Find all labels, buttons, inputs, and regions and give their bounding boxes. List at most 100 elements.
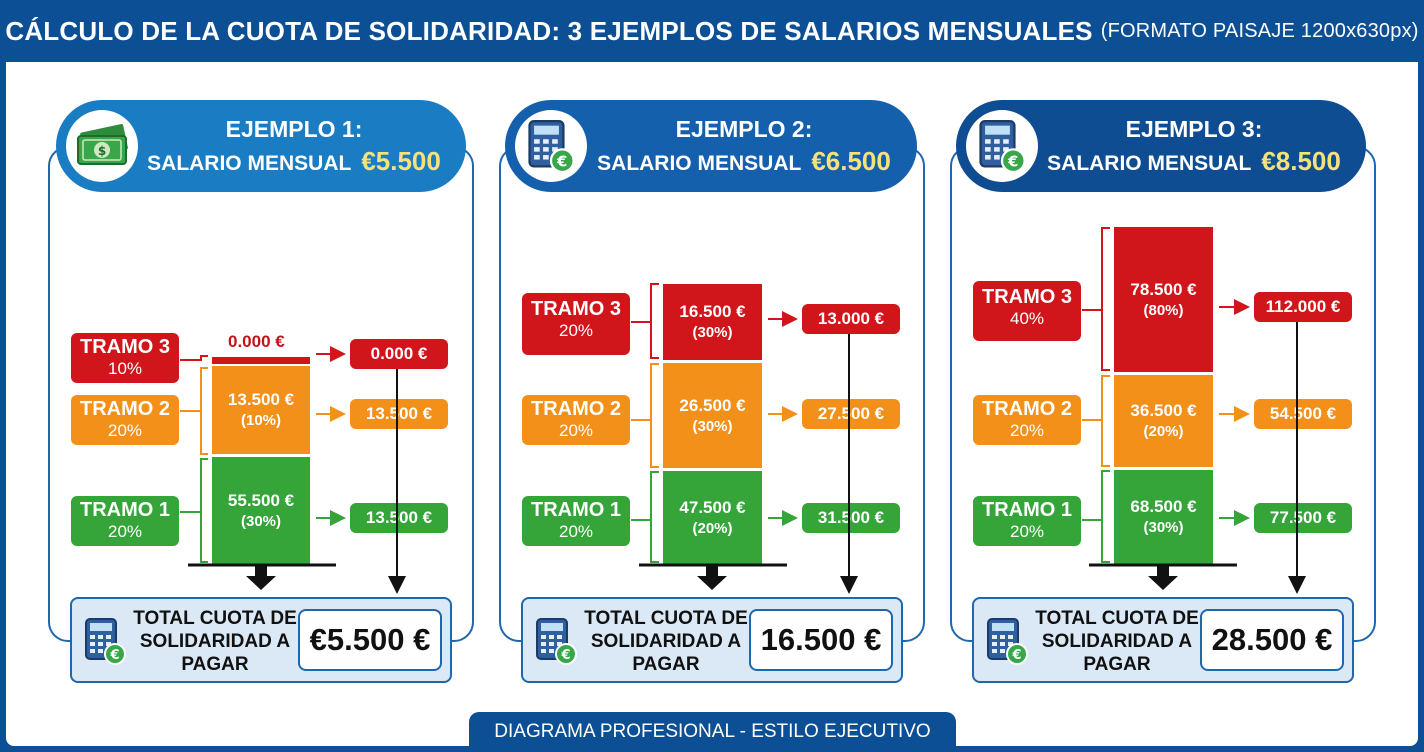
segment-pct: (30%) [1143, 519, 1184, 536]
segment-pct: (30%) [240, 512, 281, 530]
example-1-total-value: €5.500 € [298, 609, 442, 671]
tramo-name: TRAMO 1 [80, 499, 170, 521]
example-1-tramo-3: TRAMO 3 10% [71, 333, 179, 383]
example-1-result-3: 0.000 € [350, 339, 448, 369]
svg-text:€: € [109, 648, 119, 663]
example-3-segment-2: 36.500 € (20%) [1114, 375, 1213, 467]
svg-text:€: € [556, 153, 567, 170]
example-3-title-block: EJEMPLO 3: SALARIO MENSUAL €8.500 [1046, 114, 1342, 181]
example-3-title: EJEMPLO 3: [1125, 116, 1263, 142]
segment-value: 13.500 € [227, 390, 295, 409]
example-1-result-1: 13.500 € [350, 503, 448, 533]
example-3-result-3: 112.000 € [1254, 292, 1352, 322]
example-1-segment-3-value: 0.000 € [228, 332, 285, 351]
example-2-salary: €6.500 [811, 146, 891, 176]
example-3-result-2: 54.500 € [1254, 399, 1352, 429]
example-1-segment-1: 55.500 € (30%) [212, 457, 310, 564]
svg-text:€: € [1007, 153, 1018, 170]
example-1-header: $ EJEMPLO 1: SALARIO MENSUAL €5.500 [56, 100, 466, 192]
example-2-header: € EJEMPLO 2: SALARIO MENSUAL €6.500 [505, 100, 917, 192]
svg-text:$: $ [98, 144, 106, 158]
example-3-tramo-1: TRAMO 1 20% [973, 496, 1081, 546]
example-1-title: EJEMPLO 1: [225, 116, 363, 142]
calculator-icon: € [82, 617, 128, 665]
tramo-pct: 20% [1009, 421, 1045, 440]
example-3-total-box: € TOTAL CUOTA DE SOLIDARIDAD A PAGAR 28.… [972, 597, 1354, 683]
example-2-segment-2: 26.500 € (30%) [663, 363, 762, 468]
example-2-result-3: 13.000 € [802, 304, 900, 334]
example-2-tramo-2: TRAMO 2 20% [522, 395, 630, 445]
example-2-result-2: 27.500 € [802, 399, 900, 429]
example-3-tramo-2: TRAMO 2 20% [973, 395, 1081, 445]
example-2-total-value: 16.500 € [749, 609, 893, 671]
segment-value: 68.500 € [1130, 497, 1197, 516]
example-3-segment-3: 78.500 € (80%) [1114, 227, 1213, 372]
example-3-segment-1: 68.500 € (30%) [1114, 470, 1213, 564]
example-1-total-label: TOTAL CUOTA DE SOLIDARIDAD A PAGAR [133, 608, 297, 675]
segment-value: 26.500 € [679, 395, 746, 415]
segment-pct: (20%) [692, 519, 733, 537]
tramo-name: TRAMO 1 [531, 499, 621, 521]
tramo-pct: 20% [1009, 522, 1045, 541]
tramo-pct: 40% [1009, 309, 1045, 328]
calculator-icon: € [984, 617, 1030, 665]
example-2-tramo-3: TRAMO 3 20% [522, 293, 630, 355]
calculator-icon: € [966, 110, 1038, 182]
calculator-icon: € [533, 617, 579, 665]
segment-value: 47.500 € [679, 497, 746, 517]
tramo-pct: 20% [107, 522, 143, 541]
segment-pct: (10%) [240, 412, 281, 429]
example-2-salary-label: SALARIO MENSUAL [597, 152, 802, 175]
footer-badge: DIAGRAMA PROFESIONAL - ESTILO EJECUTIVO [469, 712, 956, 752]
example-1-result-2: 13.500 € [350, 399, 448, 429]
example-3-result-1: 77.500 € [1254, 503, 1352, 533]
example-1-segment-3 [212, 357, 310, 364]
tramo-pct: 20% [107, 421, 143, 440]
example-2-segment-1: 47.500 € (20%) [663, 471, 762, 564]
example-1-segment-2: 13.500 € (10%) [212, 366, 310, 454]
example-3-tramo-3: TRAMO 3 40% [973, 281, 1081, 341]
example-2-result-1: 31.500 € [802, 503, 900, 533]
tramo-name: TRAMO 3 [982, 286, 1072, 308]
example-2-title: EJEMPLO 2: [675, 116, 813, 142]
tramo-pct: 20% [558, 321, 594, 340]
example-1-salary-label: SALARIO MENSUAL [147, 152, 352, 175]
tramo-name: TRAMO 1 [982, 499, 1072, 521]
example-3-total-value: 28.500 € [1200, 609, 1344, 671]
segment-value: 16.500 € [679, 302, 746, 321]
example-2-total-box: € TOTAL CUOTA DE SOLIDARIDAD A PAGAR 16.… [521, 597, 903, 683]
example-2-tramo-1: TRAMO 1 20% [522, 496, 630, 546]
segment-value: 55.500 € [227, 490, 295, 510]
example-3-salary: €8.500 [1261, 146, 1341, 176]
example-3-salary-label: SALARIO MENSUAL [1047, 152, 1252, 175]
example-2-title-block: EJEMPLO 2: SALARIO MENSUAL €6.500 [595, 114, 893, 181]
tramo-pct: 10% [107, 359, 143, 378]
svg-text:€: € [1011, 648, 1021, 663]
page-header: CÁLCULO DE LA CUOTA DE SOLIDARIDAD: 3 EJ… [0, 0, 1424, 62]
example-2-total-label: TOTAL CUOTA DE SOLIDARIDAD A PAGAR [584, 608, 748, 675]
tramo-pct: 20% [558, 421, 594, 440]
segment-pct: (30%) [692, 417, 733, 435]
example-1-title-block: EJEMPLO 1: SALARIO MENSUAL €5.500 [146, 114, 442, 181]
tramo-pct: 20% [558, 522, 594, 541]
example-1-tramo-1: TRAMO 1 20% [71, 496, 179, 546]
segment-value: 36.500 € [1130, 401, 1197, 420]
calculator-icon: € [515, 110, 587, 182]
svg-text:€: € [560, 648, 570, 663]
segment-pct: (30%) [692, 324, 733, 341]
tramo-name: TRAMO 3 [80, 336, 170, 358]
segment-pct: (20%) [1143, 423, 1184, 440]
example-1-total-box: € TOTAL CUOTA DE SOLIDARIDAD A PAGAR €5.… [70, 597, 452, 683]
segment-value: 78.500 € [1130, 279, 1197, 299]
page-title: CÁLCULO DE LA CUOTA DE SOLIDARIDAD: 3 EJ… [5, 15, 1093, 46]
tramo-name: TRAMO 2 [531, 398, 621, 420]
segment-pct: (80%) [1143, 301, 1184, 319]
tramo-name: TRAMO 2 [982, 398, 1072, 420]
tramo-name: TRAMO 3 [531, 298, 621, 320]
example-1-salary: €5.500 [361, 146, 441, 176]
tramo-name: TRAMO 2 [80, 398, 170, 420]
example-2-segment-3: 16.500 € (30%) [663, 284, 762, 360]
example-3-total-label: TOTAL CUOTA DE SOLIDARIDAD A PAGAR [1035, 608, 1199, 675]
money-icon: $ [66, 110, 138, 182]
page-subtitle: (FORMATO PAISAJE 1200x630px) [1100, 19, 1419, 42]
